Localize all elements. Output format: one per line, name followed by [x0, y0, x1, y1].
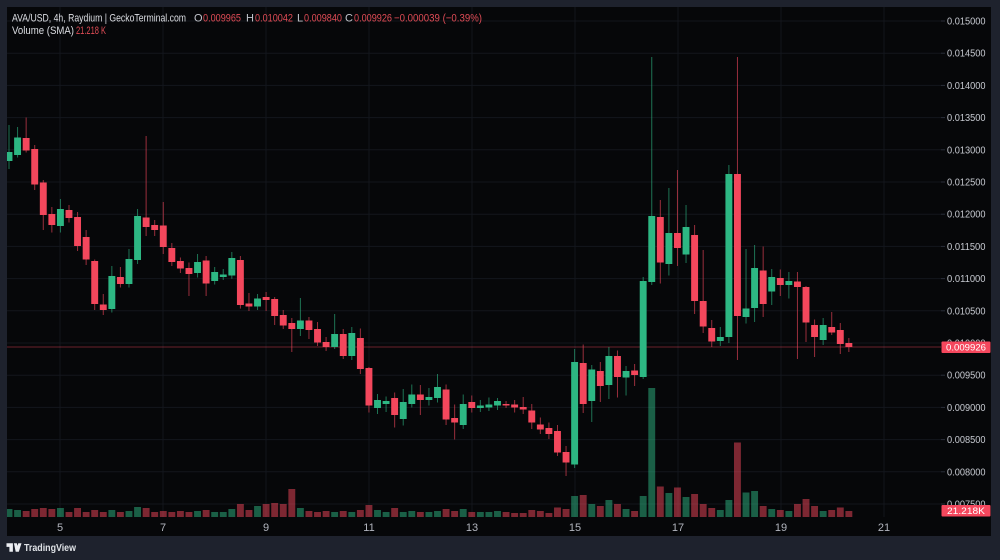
- svg-text:15: 15: [569, 522, 581, 534]
- svg-text:0.009965: 0.009965: [203, 13, 241, 25]
- svg-text:0.009000: 0.009000: [947, 403, 986, 414]
- svg-text:19: 19: [775, 522, 787, 534]
- svg-text:11: 11: [363, 522, 374, 534]
- svg-text:13: 13: [466, 522, 478, 534]
- svg-text:21.218 K: 21.218 K: [76, 25, 106, 37]
- svg-text:0.011000: 0.011000: [947, 274, 986, 285]
- svg-text:0.010500: 0.010500: [947, 306, 986, 317]
- svg-text:Volume (SMA): Volume (SMA): [12, 25, 74, 37]
- svg-text:0.012500: 0.012500: [947, 178, 986, 189]
- svg-text:TradingView: TradingView: [24, 543, 76, 554]
- svg-text:0.008000: 0.008000: [947, 467, 986, 478]
- svg-text:0.009926: 0.009926: [354, 13, 392, 25]
- svg-text:0.014000: 0.014000: [947, 81, 986, 92]
- svg-text:C: C: [345, 13, 353, 25]
- svg-text:L: L: [297, 13, 303, 25]
- svg-text:O: O: [194, 13, 203, 25]
- svg-text:5: 5: [57, 522, 63, 534]
- svg-text:17: 17: [672, 522, 684, 534]
- svg-text:0.013000: 0.013000: [947, 145, 986, 156]
- svg-text:−0.000039 (−0.39%): −0.000039 (−0.39%): [394, 13, 482, 25]
- svg-text:0.009926: 0.009926: [946, 343, 986, 354]
- svg-text:21: 21: [878, 522, 890, 534]
- svg-text:21.218K: 21.218K: [947, 506, 986, 517]
- svg-text:0.009500: 0.009500: [947, 371, 986, 382]
- svg-text:0.013500: 0.013500: [947, 113, 986, 124]
- svg-text:0.008500: 0.008500: [947, 435, 986, 446]
- svg-text:7: 7: [160, 522, 166, 534]
- svg-text:0.014500: 0.014500: [947, 49, 986, 60]
- svg-text:0.012000: 0.012000: [947, 210, 986, 221]
- svg-text:H: H: [246, 13, 254, 25]
- svg-text:0.009840: 0.009840: [304, 13, 342, 25]
- svg-text:AVA/USD, 4h, Raydium | GeckoTe: AVA/USD, 4h, Raydium | GeckoTerminal.com: [12, 13, 186, 25]
- svg-text:0.011500: 0.011500: [947, 242, 986, 253]
- svg-text:0.015000: 0.015000: [947, 17, 986, 28]
- svg-text:9: 9: [263, 522, 269, 534]
- svg-text:0.010042: 0.010042: [255, 13, 293, 25]
